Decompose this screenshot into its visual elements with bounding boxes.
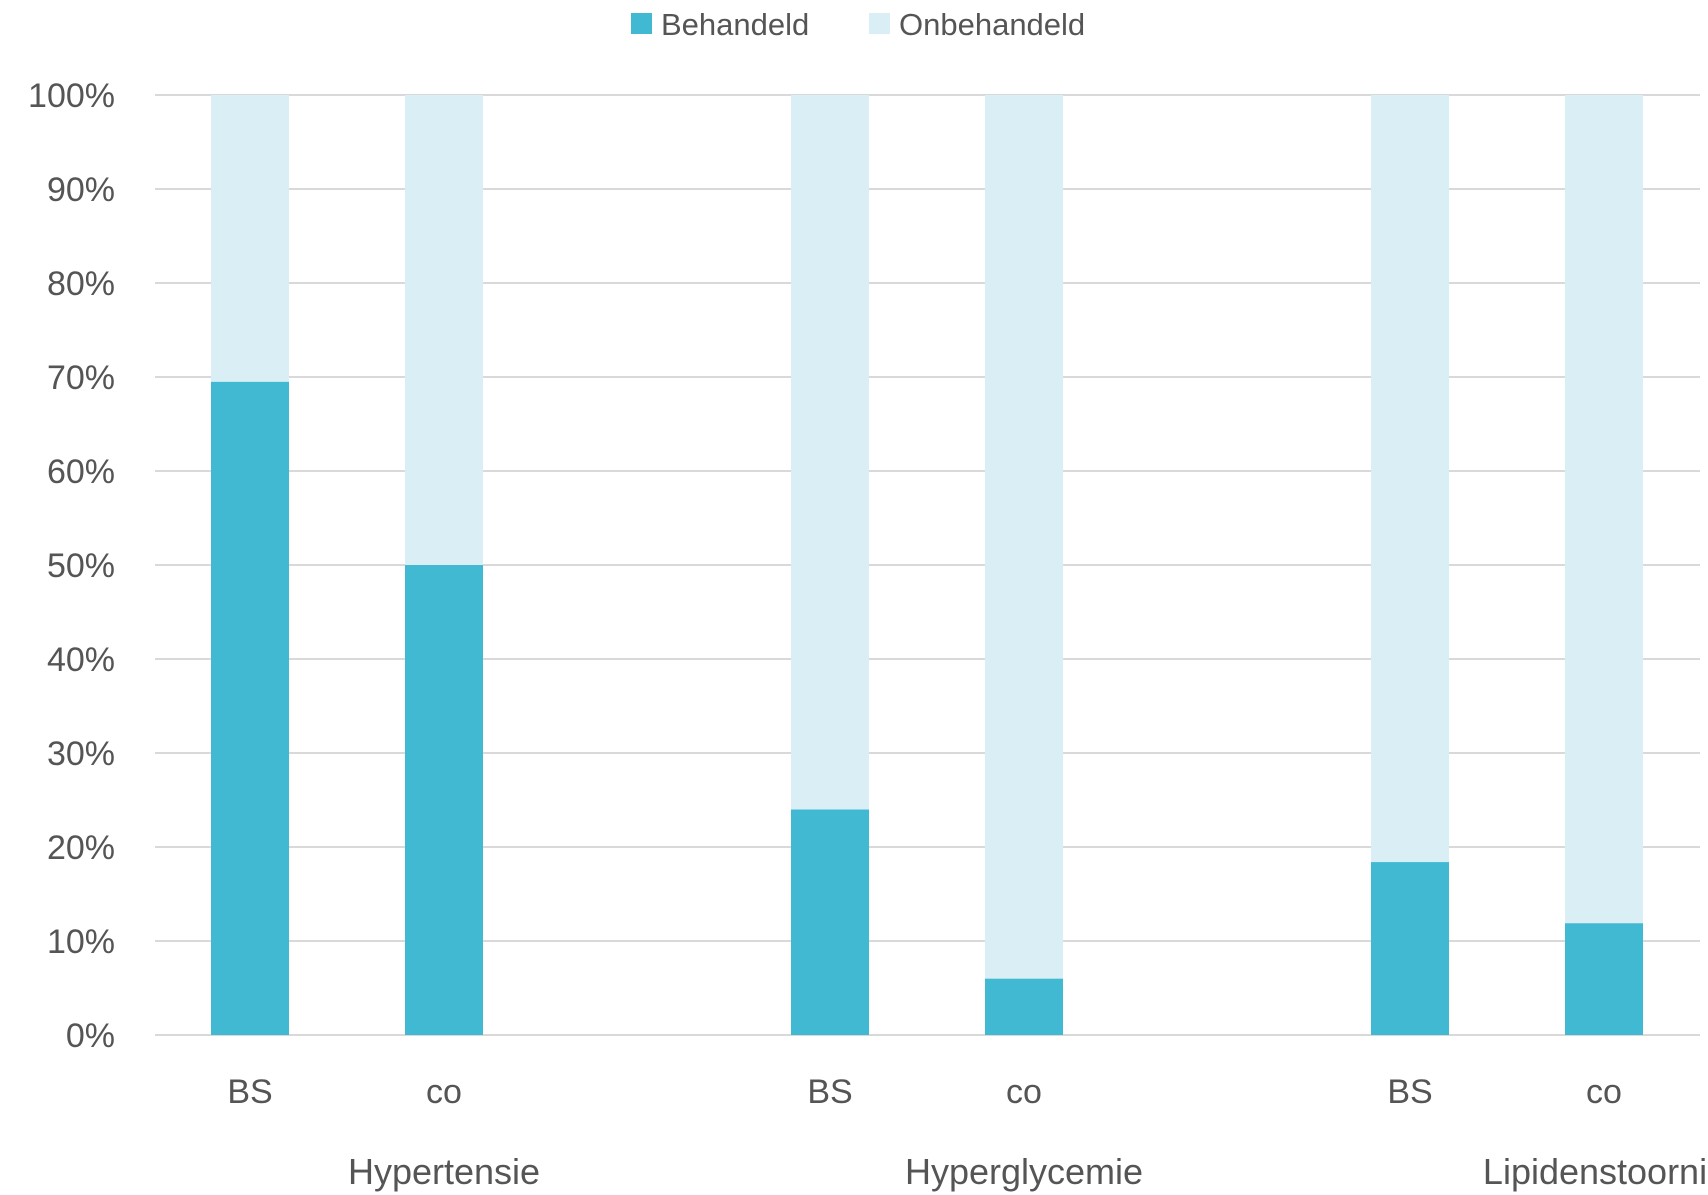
legend-swatch-behandeld [631, 13, 652, 34]
y-axis: 0% 10% 20% 30% 40% 50% 60% 70% 80% 90% 100% [28, 77, 115, 1055]
bar-onbehandeld [791, 95, 869, 810]
x-axis: BS co BS co BS co Hypertensie Hyperglycemie Lipi… [227, 1073, 1708, 1192]
y-tick-label: 10% [47, 923, 115, 961]
y-tick-label: 90% [47, 171, 115, 209]
y-tick-label: 100% [28, 77, 115, 115]
bar-behandeld [985, 978, 1063, 1035]
bar-behandeld [405, 565, 483, 1035]
y-tick-label: 70% [47, 359, 115, 397]
bar-onbehandeld [985, 95, 1063, 979]
y-tick-label: 20% [47, 829, 115, 867]
bar-onbehandeld [1371, 95, 1449, 863]
bar-behandeld [1565, 923, 1643, 1035]
legend-swatch-onbehandeld [869, 13, 890, 34]
y-tick-label: 80% [47, 265, 115, 303]
x-group-label: Lipidenstoornis [1483, 1151, 1708, 1192]
bar-behandeld [1371, 862, 1449, 1035]
legend: Behandeld Onbehandeld [631, 7, 1085, 42]
gridlines [155, 94, 1700, 1036]
x-tick-label: co [1006, 1073, 1042, 1111]
x-tick-label: co [1586, 1073, 1622, 1111]
x-tick-label: BS [807, 1073, 852, 1111]
bar-behandeld [791, 809, 869, 1035]
legend-label-behandeld: Behandeld [661, 7, 809, 42]
x-group-label: Hypertensie [348, 1151, 540, 1192]
x-group-label: Hyperglycemie [905, 1151, 1143, 1192]
legend-label-onbehandeld: Onbehandeld [899, 7, 1085, 42]
bars [211, 95, 1643, 1035]
bar-behandeld [211, 381, 289, 1035]
x-tick-label: BS [227, 1073, 272, 1111]
y-tick-label: 60% [47, 453, 115, 491]
x-tick-label: co [426, 1073, 462, 1111]
bar-onbehandeld [405, 95, 483, 565]
x-tick-label: BS [1387, 1073, 1432, 1111]
y-tick-label: 30% [47, 735, 115, 773]
y-tick-label: 50% [47, 547, 115, 585]
y-tick-label: 40% [47, 641, 115, 679]
y-tick-label: 0% [66, 1017, 115, 1055]
bar-onbehandeld [1565, 95, 1643, 924]
bar-onbehandeld [211, 95, 289, 382]
